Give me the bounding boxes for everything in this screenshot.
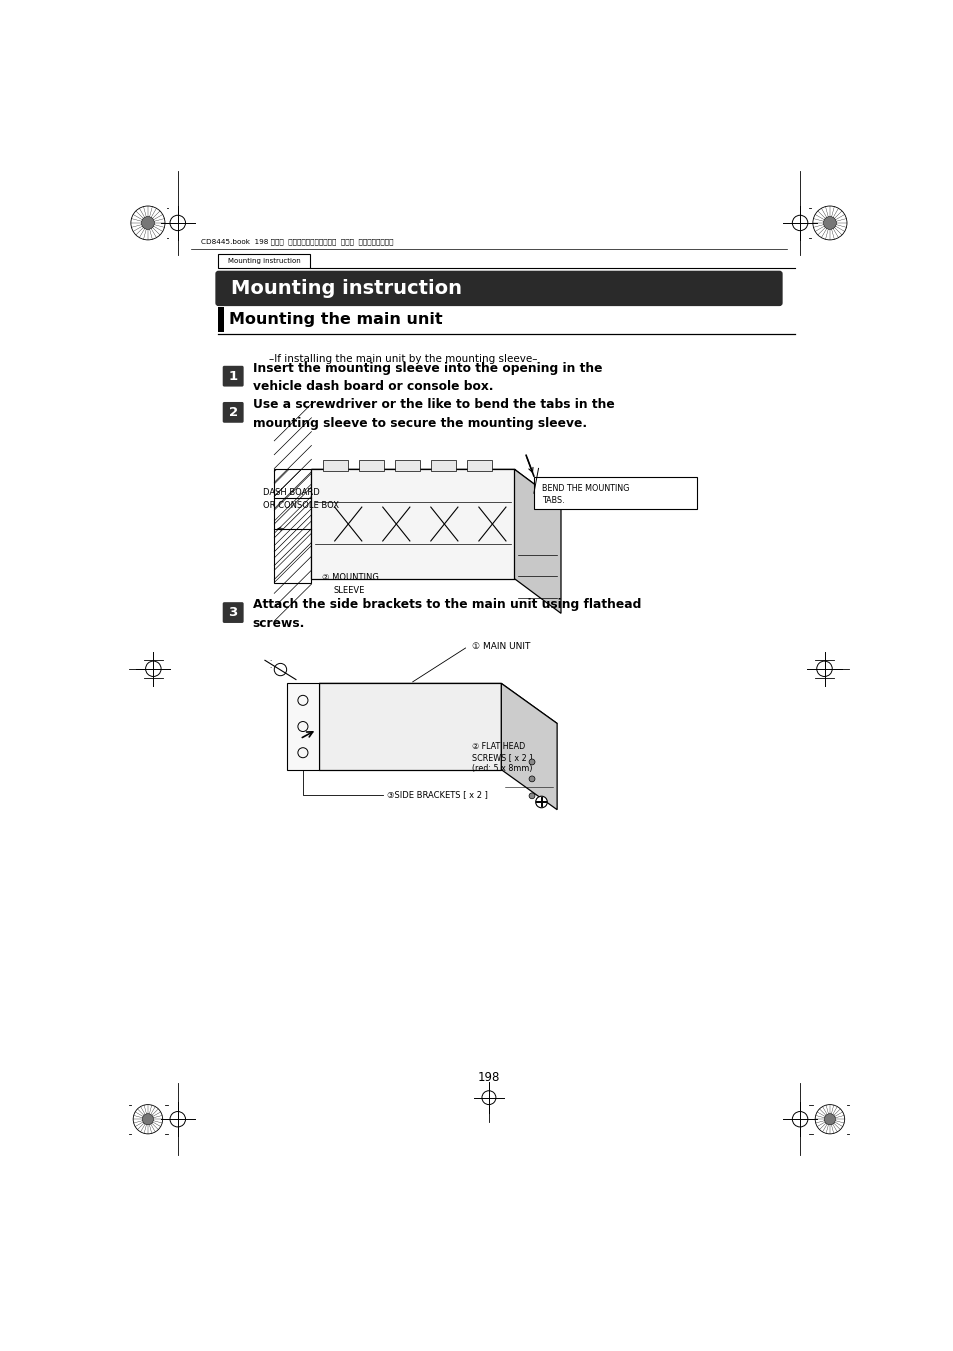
Polygon shape [274, 469, 311, 582]
Circle shape [142, 1113, 153, 1125]
Circle shape [141, 216, 154, 230]
Text: BEND THE MOUNTING: BEND THE MOUNTING [541, 484, 628, 493]
Text: –If installing the main unit by the mounting sleeve–: –If installing the main unit by the moun… [269, 354, 537, 365]
Text: 1: 1 [229, 370, 237, 382]
Circle shape [822, 216, 836, 230]
Polygon shape [319, 684, 500, 770]
Polygon shape [500, 684, 557, 809]
Text: TABS.: TABS. [541, 496, 563, 505]
Polygon shape [395, 461, 419, 471]
Polygon shape [323, 461, 348, 471]
FancyBboxPatch shape [222, 603, 243, 623]
Text: vehicle dash board or console box.: vehicle dash board or console box. [253, 381, 493, 393]
Circle shape [529, 775, 535, 782]
Text: Use a screwdriver or the like to bend the tabs in the: Use a screwdriver or the like to bend th… [253, 399, 614, 411]
Text: ·
·: · · [269, 658, 271, 670]
Text: ① MAIN UNIT: ① MAIN UNIT [472, 642, 530, 651]
Polygon shape [358, 461, 384, 471]
Polygon shape [514, 469, 560, 613]
Text: ② FLAT HEAD: ② FLAT HEAD [472, 742, 524, 751]
Text: 2: 2 [229, 405, 237, 419]
Text: DASH BOARD: DASH BOARD [262, 488, 319, 497]
Text: (red: 5 x 8mm): (red: 5 x 8mm) [472, 763, 532, 773]
Text: Mounting the main unit: Mounting the main unit [229, 312, 442, 327]
Text: ② MOUNTING: ② MOUNTING [322, 573, 378, 582]
FancyBboxPatch shape [215, 270, 781, 307]
FancyBboxPatch shape [222, 366, 243, 386]
Text: SLEEVE: SLEEVE [333, 586, 364, 594]
Text: Mounting instruction: Mounting instruction [228, 258, 300, 263]
Polygon shape [466, 461, 492, 471]
FancyBboxPatch shape [222, 403, 243, 423]
Circle shape [536, 796, 547, 808]
Text: SCREWS [ x 2 ]: SCREWS [ x 2 ] [472, 753, 532, 762]
Text: CD8445.book  198 ページ  ２００４年１２月１３日  月曜日  午前１１時３０分: CD8445.book 198 ページ ２００４年１２月１３日 月曜日 午前１１… [200, 239, 393, 246]
Text: Insert the mounting sleeve into the opening in the: Insert the mounting sleeve into the open… [253, 362, 601, 376]
Bar [534, 477, 696, 509]
Text: 198: 198 [477, 1071, 499, 1084]
Text: mounting sleeve to secure the mounting sleeve.: mounting sleeve to secure the mounting s… [253, 416, 586, 430]
Circle shape [823, 1113, 835, 1125]
Text: Attach the side brackets to the main unit using flathead: Attach the side brackets to the main uni… [253, 598, 640, 612]
Text: OR CONSOLE BOX: OR CONSOLE BOX [262, 501, 338, 511]
Polygon shape [311, 469, 560, 504]
Polygon shape [286, 684, 319, 770]
Text: 3: 3 [229, 607, 237, 619]
Circle shape [529, 793, 535, 798]
Bar [218, 254, 310, 269]
Polygon shape [431, 461, 456, 471]
Text: ③SIDE BRACKETS [ x 2 ]: ③SIDE BRACKETS [ x 2 ] [386, 790, 487, 800]
Polygon shape [311, 469, 514, 578]
Circle shape [529, 759, 535, 765]
Bar [218, 307, 224, 332]
Polygon shape [274, 469, 311, 582]
Text: Mounting instruction: Mounting instruction [231, 278, 461, 299]
Text: screws.: screws. [253, 617, 305, 630]
Polygon shape [319, 684, 557, 723]
